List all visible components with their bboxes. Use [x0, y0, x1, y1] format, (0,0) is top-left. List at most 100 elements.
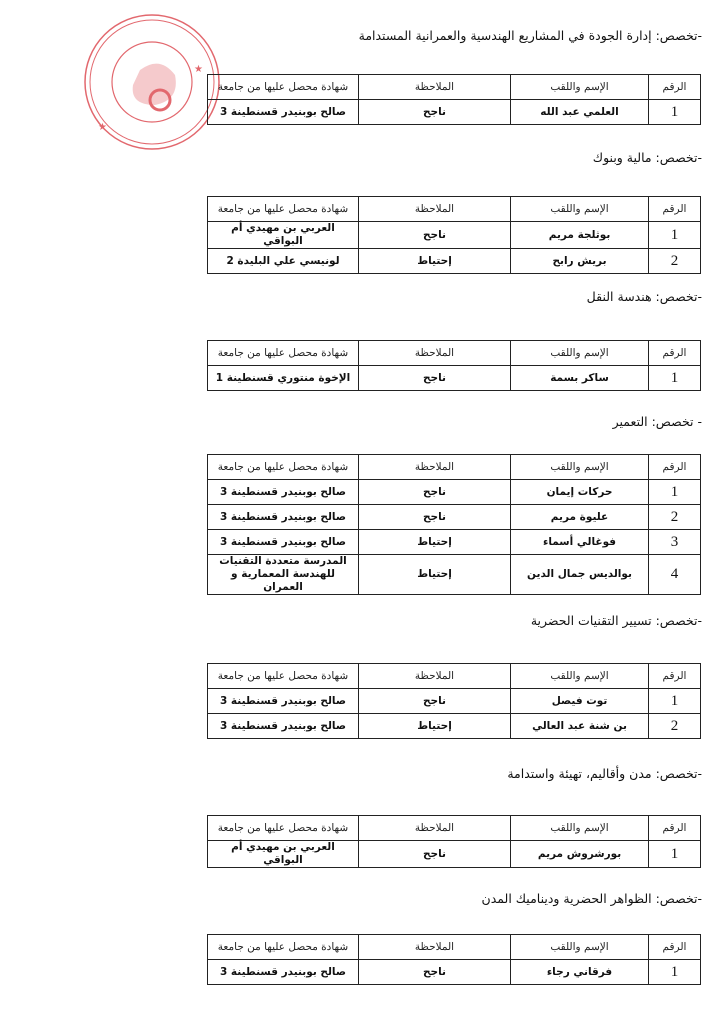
university: صالح بوبنيدر قسنطينة 3: [207, 504, 359, 530]
column-header: شهادة محصل عليها من جامعة: [207, 196, 359, 222]
row-number: 1: [648, 99, 701, 125]
column-header: شهادة محصل عليها من جامعة: [207, 340, 359, 366]
student-name: بريش رابح: [510, 248, 649, 274]
row-number: 4: [648, 554, 701, 595]
student-name: توت فيصل: [510, 688, 649, 714]
status: ناجح: [358, 99, 511, 125]
column-header: شهادة محصل عليها من جامعة: [207, 663, 359, 689]
row-number: 1: [648, 479, 701, 505]
student-name: ساكر بسمة: [510, 365, 649, 391]
status: ناجح: [358, 221, 511, 249]
student-name: بوثلجة مريم: [510, 221, 649, 249]
row-number: 2: [648, 713, 701, 739]
section-heading: -تخصص: هندسة النقل: [586, 289, 702, 304]
results-table: الرقم الإسم واللقب الملاحظة شهادة محصل عليه…: [207, 934, 701, 985]
column-header: الملاحظة: [358, 815, 511, 841]
svg-text:★: ★: [98, 122, 107, 133]
student-name: بوالديس جمال الدين: [510, 554, 649, 595]
table-header: الرقم الإسم واللقب الملاحظة شهادة محصل عليه…: [207, 196, 701, 222]
column-header: الإسم واللقب: [510, 934, 649, 960]
row-number: 2: [648, 248, 701, 274]
column-header: شهادة محصل عليها من جامعة: [207, 815, 359, 841]
table-header: الرقم الإسم واللقب الملاحظة شهادة محصل عليه…: [207, 663, 701, 689]
university: صالح بوبنيدر قسنطينة 3: [207, 713, 359, 739]
section-heading: -تخصص: الظواهر الحضرية وديناميك المدن: [481, 891, 702, 906]
student-name: فرقاني رجاء: [510, 959, 649, 985]
table-row: 4 بوالديس جمال الدين إحتياط المدرسة متعددة …: [207, 554, 701, 595]
table-row: 3 فوغالي أسماء إحتياط صالح بوبنيدر قسنطينة …: [207, 529, 701, 555]
university: صالح بوبنيدر قسنطينة 3: [207, 959, 359, 985]
column-header: الإسم واللقب: [510, 340, 649, 366]
section-heading: - تخصص: التعمير: [612, 414, 702, 429]
row-number: 1: [648, 221, 701, 249]
column-header: شهادة محصل عليها من جامعة: [207, 454, 359, 480]
column-header: الرقم: [648, 663, 701, 689]
section-heading: -تخصص: تسيير التقنيات الحضرية: [530, 613, 702, 628]
column-header: الملاحظة: [358, 934, 511, 960]
column-header: الملاحظة: [358, 196, 511, 222]
table-row: 2 عليوة مريم ناجح صالح بوبنيدر قسنطينة 3: [207, 504, 701, 530]
column-header: الرقم: [648, 815, 701, 841]
table-row: 2 بن شنة عبد العالي إحتياط صالح بوبنيدر قسن…: [207, 713, 701, 739]
status: ناجح: [358, 365, 511, 391]
table-header: الرقم الإسم واللقب الملاحظة شهادة محصل عليه…: [207, 815, 701, 841]
table-header: الرقم الإسم واللقب الملاحظة شهادة محصل عليه…: [207, 74, 701, 100]
results-table: الرقم الإسم واللقب الملاحظة شهادة محصل عليه…: [207, 815, 701, 868]
column-header: شهادة محصل عليها من جامعة: [207, 74, 359, 100]
official-stamp: ★ ★: [84, 14, 220, 150]
university: لونيسي علي البليدة 2: [207, 248, 359, 274]
results-table: الرقم الإسم واللقب الملاحظة شهادة محصل عليه…: [207, 340, 701, 391]
table-header: الرقم الإسم واللقب الملاحظة شهادة محصل عليه…: [207, 934, 701, 960]
status: ناجح: [358, 479, 511, 505]
column-header: الإسم واللقب: [510, 815, 649, 841]
student-name: حركات إيمان: [510, 479, 649, 505]
table-row: 1 حركات إيمان ناجح صالح بوبنيدر قسنطينة 3: [207, 479, 701, 505]
status: ناجح: [358, 504, 511, 530]
column-header: الإسم واللقب: [510, 454, 649, 480]
column-header: الرقم: [648, 934, 701, 960]
status: ناجح: [358, 840, 511, 868]
status: ناجح: [358, 959, 511, 985]
university: صالح بوبنيدر قسنطينة 3: [207, 479, 359, 505]
column-header: الإسم واللقب: [510, 74, 649, 100]
student-name: بورشروش مريم: [510, 840, 649, 868]
section-heading: -تخصص: مالية وبنوك: [592, 150, 702, 165]
student-name: فوغالي أسماء: [510, 529, 649, 555]
section-heading: -تخصص: مدن وأقاليم، تهيئة واستدامة: [507, 766, 702, 781]
column-header: الرقم: [648, 454, 701, 480]
university: صالح بوبنيدر قسنطينة 3: [207, 529, 359, 555]
column-header: الرقم: [648, 340, 701, 366]
student-name: بن شنة عبد العالي: [510, 713, 649, 739]
student-name: عليوة مريم: [510, 504, 649, 530]
university: العربي بن مهيدي أم البواقي: [207, 221, 359, 249]
column-header: الملاحظة: [358, 340, 511, 366]
table-row: 1 بوثلجة مريم ناجح العربي بن مهيدي أم البوا…: [207, 221, 701, 249]
results-table: الرقم الإسم واللقب الملاحظة شهادة محصل عليه…: [207, 454, 701, 595]
row-number: 1: [648, 365, 701, 391]
row-number: 1: [648, 959, 701, 985]
status: ناجح: [358, 688, 511, 714]
university: العربي بن مهيدي أم البواقي: [207, 840, 359, 868]
university: المدرسة متعددة التقنيات للهندسة المعماري…: [207, 554, 359, 595]
row-number: 1: [648, 840, 701, 868]
table-row: 1 ساكر بسمة ناجح الإخوة منتوري قسنطينة 1: [207, 365, 701, 391]
column-header: الملاحظة: [358, 74, 511, 100]
column-header: الملاحظة: [358, 663, 511, 689]
column-header: الرقم: [648, 74, 701, 100]
section-heading: -تخصص: إدارة الجودة في المشاريع الهندسية…: [358, 28, 702, 43]
column-header: الإسم واللقب: [510, 196, 649, 222]
table-row: 1 فرقاني رجاء ناجح صالح بوبنيدر قسنطينة 3: [207, 959, 701, 985]
row-number: 3: [648, 529, 701, 555]
university: صالح بوبنيدر قسنطينة 3: [207, 688, 359, 714]
results-table: الرقم الإسم واللقب الملاحظة شهادة محصل عليه…: [207, 663, 701, 739]
table-row: 2 بريش رابح إحتياط لونيسي علي البليدة 2: [207, 248, 701, 274]
university: الإخوة منتوري قسنطينة 1: [207, 365, 359, 391]
student-name: العلمي عبد الله: [510, 99, 649, 125]
row-number: 2: [648, 504, 701, 530]
table-row: 1 توت فيصل ناجح صالح بوبنيدر قسنطينة 3: [207, 688, 701, 714]
column-header: الملاحظة: [358, 454, 511, 480]
table-row: 1 العلمي عبد الله ناجح صالح بوبنيدر قسنطينة…: [207, 99, 701, 125]
results-table: الرقم الإسم واللقب الملاحظة شهادة محصل عليه…: [207, 74, 701, 125]
status: إحتياط: [358, 554, 511, 595]
table-header: الرقم الإسم واللقب الملاحظة شهادة محصل عليه…: [207, 340, 701, 366]
